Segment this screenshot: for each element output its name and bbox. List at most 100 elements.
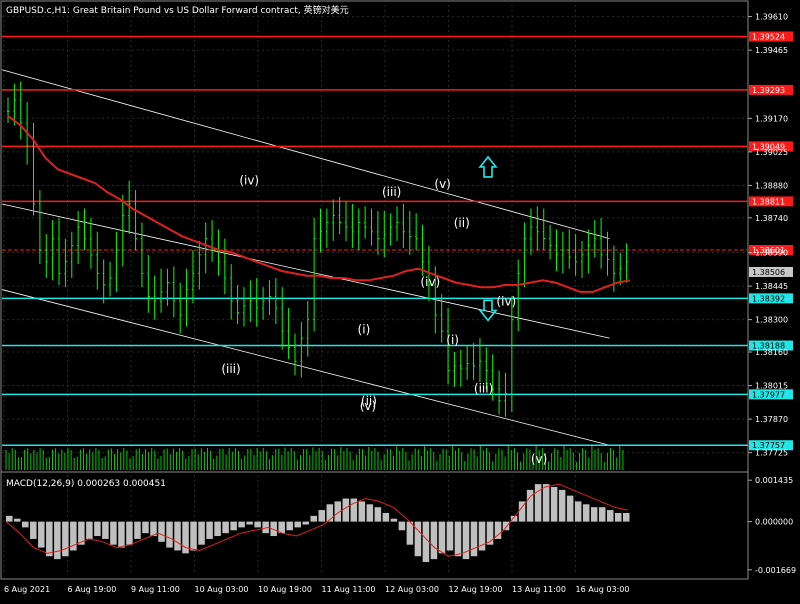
price-tick-label: 1.38015 — [755, 382, 788, 391]
current-price-badge — [749, 266, 793, 277]
macd-histogram-bar — [126, 521, 133, 545]
macd-histogram-bar — [462, 521, 470, 560]
macd-histogram-bar — [366, 504, 374, 522]
price-tick-label: 1.39170 — [755, 114, 788, 123]
price-level-badge — [749, 389, 793, 400]
macd-histogram-bar — [278, 521, 285, 534]
macd-histogram-bar — [198, 521, 205, 545]
macd-histogram-bar — [190, 521, 197, 551]
chart-title: GBPUSD.c,H1: Great Britain Pound vs US D… — [6, 4, 349, 16]
elliott-wave-label: (iv) — [420, 275, 440, 289]
elliott-wave-label: (ii) — [454, 216, 470, 230]
macd-histogram-bar — [230, 521, 237, 531]
price-tick-label: 1.37725 — [755, 449, 788, 458]
macd-histogram-bar — [286, 521, 293, 531]
time-tick-label: 9 Aug 11:00 — [131, 585, 180, 594]
macd-histogram-bar — [558, 489, 566, 522]
macd-histogram-bar — [390, 518, 398, 522]
price-level-badge — [749, 244, 793, 255]
elliott-wave-label: (v) — [531, 452, 547, 466]
trend-channel-line — [1, 69, 610, 240]
elliott-wave-label: (iv) — [239, 173, 259, 187]
macd-histogram-bar — [118, 521, 125, 548]
macd-histogram-bar — [270, 521, 277, 537]
time-tick-label: 16 Aug 03:00 — [576, 585, 630, 594]
macd-label: MACD(12,26,9) 0.000263 0.000451 — [6, 479, 166, 489]
macd-tick-label: 0.000000 — [755, 518, 793, 527]
price-level-badge — [749, 340, 793, 351]
price-tick-label: 1.39025 — [755, 148, 788, 157]
macd-histogram-bar — [6, 515, 13, 522]
trend-channel-line — [1, 289, 610, 446]
macd-histogram-bar — [174, 521, 181, 551]
macd-histogram-bar — [158, 521, 165, 542]
macd-histogram-bar — [606, 510, 614, 522]
macd-histogram-bar — [622, 512, 630, 522]
macd-histogram-bar — [110, 521, 117, 545]
price-level-label: 1.38601 — [752, 246, 785, 255]
macd-histogram-bar — [550, 486, 558, 522]
macd-histogram-bar — [542, 484, 550, 522]
macd-histogram-bar — [62, 521, 69, 557]
price-tick-label: 1.38880 — [755, 181, 788, 190]
price-level-badge — [749, 84, 793, 95]
macd-histogram-bar — [382, 512, 390, 522]
macd-histogram-bar — [70, 521, 77, 551]
macd-histogram-bar — [86, 521, 93, 539]
macd-histogram-bar — [510, 515, 518, 522]
macd-histogram-bar — [398, 521, 406, 531]
macd-histogram-bar — [358, 501, 366, 522]
macd-histogram-bar — [238, 521, 245, 528]
chart-frame — [0, 0, 749, 580]
time-tick-label: 11 Aug 11:00 — [322, 585, 376, 594]
price-tick-label: 1.38160 — [755, 348, 788, 357]
elliott-wave-label: (i) — [358, 323, 371, 337]
price-level-label: 1.37977 — [752, 390, 785, 399]
macd-histogram-bar — [374, 507, 382, 522]
macd-histogram-bar — [214, 521, 221, 537]
macd-histogram-bar — [150, 521, 157, 537]
macd-tick-label: 0.001435 — [755, 476, 793, 485]
elliott-wave-label: (i) — [446, 333, 459, 347]
macd-histogram-bar — [134, 521, 141, 539]
macd-histogram-bar — [142, 521, 149, 534]
macd-histogram-bar — [14, 518, 21, 522]
time-tick-label: 10 Aug 19:00 — [258, 585, 312, 594]
elliott-wave-label: (iii) — [382, 185, 401, 199]
price-tick-label: 1.37870 — [755, 415, 788, 424]
price-level-label: 1.38811 — [752, 197, 785, 206]
macd-histogram-bar — [334, 501, 342, 522]
macd-histogram-bar — [598, 507, 606, 522]
macd-histogram-bar — [582, 504, 590, 522]
price-level-badge — [749, 293, 793, 304]
macd-histogram-bar — [222, 521, 229, 534]
time-tick-label: 6 Aug 19:00 — [68, 585, 117, 594]
macd-histogram-bar — [182, 521, 189, 554]
current-price-label: 1.38506 — [752, 268, 785, 277]
macd-histogram-bar — [446, 521, 454, 551]
trend-channel-line — [1, 203, 610, 339]
macd-histogram-bar — [574, 501, 582, 522]
moving-average-line — [7, 115, 631, 293]
price-level-label: 1.37757 — [752, 441, 785, 450]
macd-histogram-bar — [294, 521, 301, 528]
macd-histogram-bar — [502, 521, 510, 531]
price-level-badge — [749, 440, 793, 451]
elliott-wave-label: (v) — [360, 399, 376, 413]
macd-signal-line — [5, 483, 629, 557]
macd-histogram-bar — [454, 521, 462, 557]
macd-histogram-bar — [94, 521, 101, 537]
time-tick-label: 10 Aug 03:00 — [195, 585, 249, 594]
macd-histogram-bar — [254, 521, 261, 528]
price-level-label: 1.38392 — [752, 294, 785, 303]
macd-histogram-bar — [486, 521, 494, 545]
macd-histogram-bar — [350, 498, 358, 522]
macd-histogram-bar — [526, 489, 534, 522]
price-level-label: 1.38188 — [752, 342, 785, 351]
elliott-wave-label: (iii) — [474, 382, 493, 396]
macd-histogram-bar — [78, 521, 85, 545]
macd-histogram-bar — [326, 504, 334, 522]
macd-histogram-bar — [470, 521, 478, 557]
price-tick-label: 1.38590 — [755, 249, 788, 258]
